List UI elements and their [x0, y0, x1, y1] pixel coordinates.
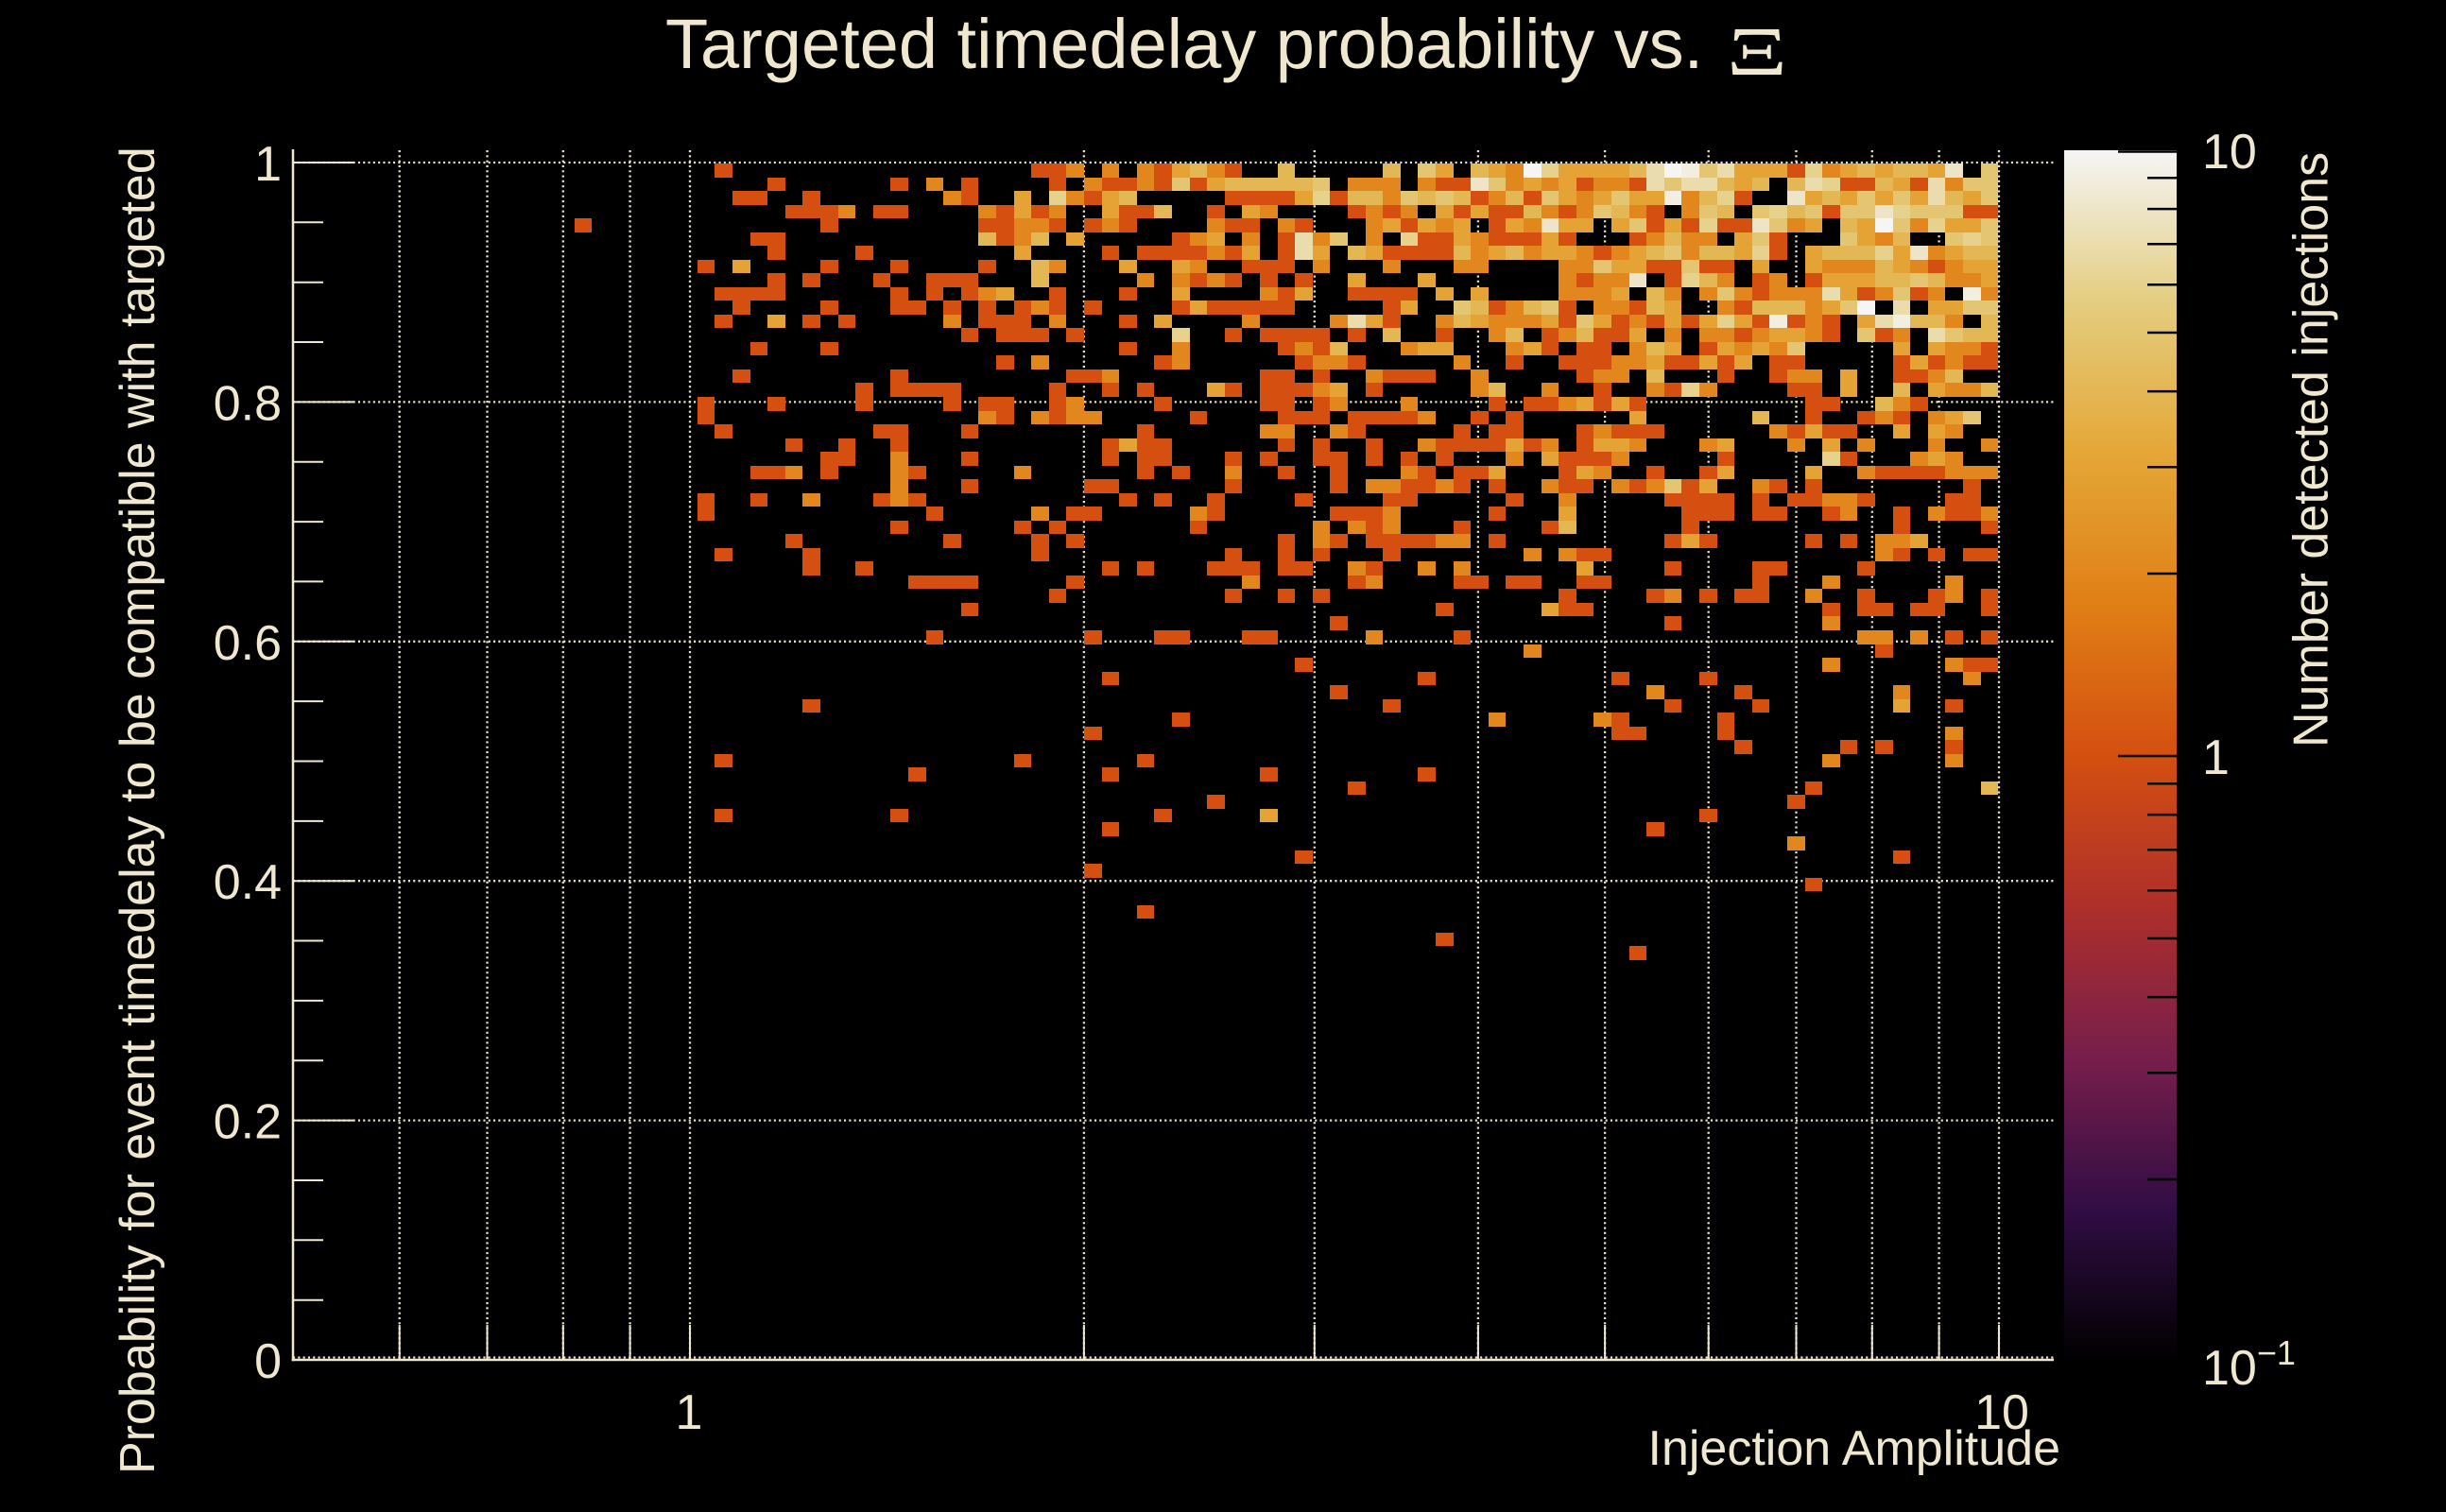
- svg-text:10: 10: [2202, 125, 2257, 180]
- svg-text:0.4: 0.4: [214, 855, 282, 910]
- svg-text:0: 0: [254, 1334, 282, 1389]
- svg-text:Probability for event timedela: Probability for event timedelay to be co…: [111, 146, 165, 1474]
- svg-text:0.8: 0.8: [214, 376, 282, 431]
- svg-text:Ξ: Ξ: [1727, 13, 1787, 90]
- svg-text:Number detected injections: Number detected injections: [2284, 152, 2339, 747]
- svg-text:Injection Amplitude: Injection Amplitude: [1648, 1421, 2061, 1476]
- svg-text:Targeted timedelay probability: Targeted timedelay probability vs.: [665, 5, 1703, 83]
- svg-text:1: 1: [676, 1385, 703, 1440]
- svg-text:0.2: 0.2: [214, 1095, 282, 1150]
- svg-text:0.6: 0.6: [214, 616, 282, 671]
- svg-text:10−1: 10−1: [2202, 1333, 2296, 1396]
- svg-text:1: 1: [2202, 730, 2230, 785]
- svg-text:1: 1: [254, 137, 282, 192]
- svg-text:10: 10: [1974, 1385, 2029, 1440]
